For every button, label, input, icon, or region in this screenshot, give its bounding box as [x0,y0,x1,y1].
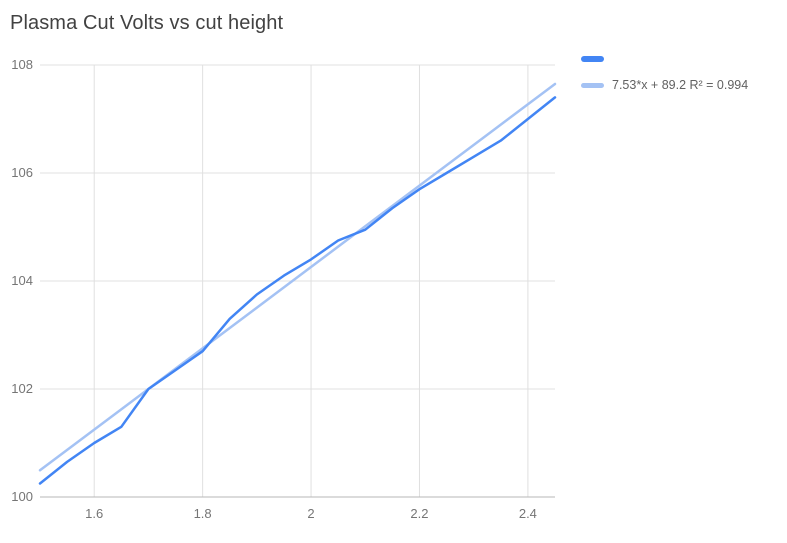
y-tick-label: 100 [11,489,33,504]
x-tick-label: 1.8 [194,506,212,521]
y-tick-label: 102 [11,381,33,396]
series-swatch [581,56,604,62]
legend-item-series [581,56,748,62]
x-tick-label: 2.4 [519,506,537,521]
chart-title: Plasma Cut Volts vs cut height [10,12,284,34]
x-tick-label: 2 [307,506,314,521]
x-tick-label: 2.2 [410,506,428,521]
trend-line [38,82,557,472]
trendline-swatch [581,82,604,88]
y-tick-label: 108 [11,57,33,72]
legend-item-trendline: 7.53*x + 89.2 R² = 0.994 [581,78,748,92]
y-tick-label: 104 [11,273,33,288]
y-tick-label: 106 [11,165,33,180]
trendline-legend-label: 7.53*x + 89.2 R² = 0.994 [612,78,749,92]
series-line [38,96,557,485]
x-tick-label: 1.6 [85,506,103,521]
legend: 7.53*x + 89.2 R² = 0.994 [581,56,748,108]
